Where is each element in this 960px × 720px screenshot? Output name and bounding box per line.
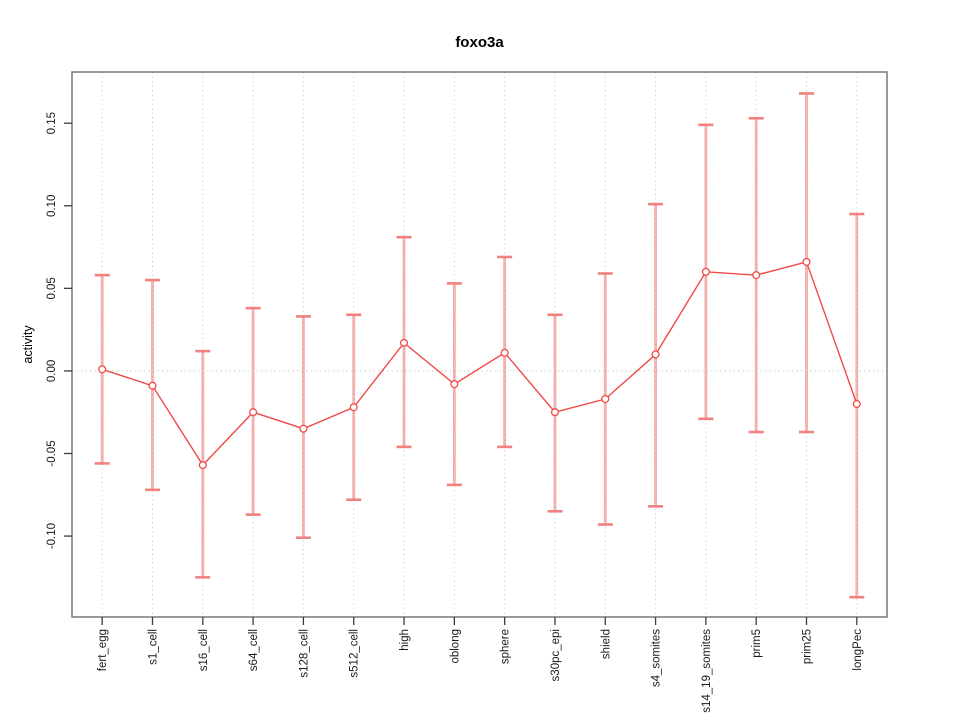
y-tick-label: 0.00 [46,360,58,382]
x-tick-label: oblong [449,629,461,664]
x-tick-label: fert_egg [97,629,109,671]
data-point [299,424,308,433]
x-tick-label: s1_cell [148,629,160,665]
data-point [651,350,660,359]
y-tick-label: 0.15 [46,112,58,134]
x-tick-label: s64_cell [248,629,260,671]
x-tick-label: prim5 [751,629,763,658]
data-point [802,257,811,266]
x-tick-label: shield [600,629,612,659]
series-line [101,261,858,467]
x-tick-label: s128_cell [298,629,310,678]
data-point [701,267,710,276]
data-point [450,380,459,389]
x-tick-label: s30pc_epi [550,629,562,681]
x-tick-label: s16_cell [198,629,210,671]
x-tick-label: s4_somites [651,629,663,687]
data-point [148,381,157,390]
data-point [550,408,560,417]
y-tick-label: 0.05 [46,277,58,299]
data-point [852,399,861,409]
data-point [349,403,358,412]
data-point [752,271,761,280]
x-tick-label: longPec [852,629,864,671]
x-tick-label: s14_19_somites [701,629,713,713]
x-tick-label: prim25 [802,629,814,664]
x-tick-label: high [399,629,411,651]
x-tick-label: sphere [500,629,512,664]
chart-title: foxo3a [455,34,504,51]
plot-area: -0.10 -0.05 0.00 0.05 0.10 0.15 fert_egg s1_cel… [46,71,888,713]
plot-border [71,71,888,618]
y-tick-label: -0.05 [46,440,58,466]
x-tick-label: s512_cell [349,629,361,678]
data-point [249,408,258,417]
y-tick-label: 0.10 [46,195,58,217]
data-point [198,461,207,470]
data-point [399,338,409,347]
y-axis-label: activity [21,325,35,364]
data-point [601,394,610,404]
data-point [98,365,107,374]
y-tick-label: -0.10 [46,523,58,549]
data-point [500,348,509,357]
